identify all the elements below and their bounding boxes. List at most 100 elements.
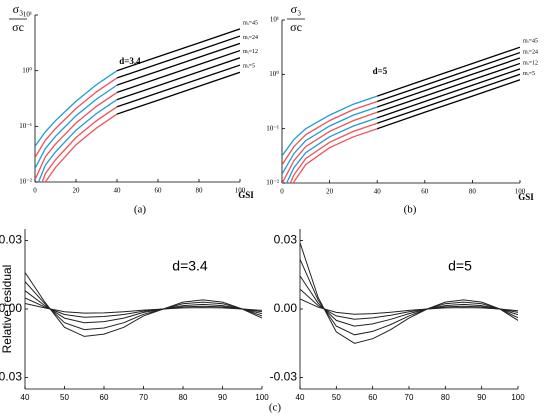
caption: (a) [134, 204, 147, 216]
y-tick-label: 10⁻¹ [266, 124, 279, 132]
series-line [376, 46, 520, 97]
x-tick-label: 90 [477, 393, 486, 402]
curve-label: mᵢ=45 [523, 39, 538, 45]
series-line [376, 62, 520, 113]
panel-title: d=5 [448, 258, 472, 274]
x-tick-label: 0 [33, 187, 37, 195]
x-tick-label: 70 [405, 393, 414, 402]
y-tick-label: 10⁰ [269, 70, 279, 78]
x-tick-label: 80 [196, 187, 204, 195]
plot-lines [25, 272, 262, 337]
series-line [300, 275, 518, 327]
x-tick-label: 80 [469, 188, 477, 196]
series-line [35, 70, 118, 147]
x-tick-label: 100 [255, 393, 269, 402]
x-tick-label: 60 [421, 188, 429, 196]
x-tick-label: 20 [73, 187, 81, 195]
y-tick-label: 10⁻¹ [19, 122, 32, 130]
series-line [25, 272, 262, 337]
caption: (c) [269, 402, 282, 414]
x-tick-label: 40 [21, 393, 30, 402]
y-label-denominator: σc [290, 20, 302, 34]
x-tick-label: 100 [515, 188, 526, 196]
series-line [116, 71, 240, 115]
series-line [25, 281, 262, 331]
x-tick-label: 40 [296, 393, 305, 402]
series-line [376, 51, 520, 103]
x-tick-label: 60 [155, 187, 163, 195]
y-tick-label: 10⁻² [266, 179, 279, 187]
series-line [300, 242, 518, 344]
series-line [116, 57, 240, 101]
series-line [116, 28, 240, 72]
curve-label: mᵢ=24 [523, 49, 538, 55]
plot-lines [300, 242, 518, 344]
curve-label: mᵢ=12 [243, 49, 258, 55]
y-axis-label: Relative residual [0, 265, 14, 354]
curve-label: mᵢ=5 [523, 71, 535, 77]
plot-lines [282, 46, 520, 183]
y-label-denominator: σc [12, 20, 24, 34]
curve-label: mᵢ=5 [243, 64, 255, 70]
x-tick-label: 70 [139, 393, 148, 402]
x-tick-label: 80 [441, 393, 450, 402]
series-line [300, 298, 518, 315]
caption: (b) [404, 204, 417, 216]
x-tick-label: 100 [235, 187, 246, 195]
series-line [25, 297, 262, 318]
series-line [282, 111, 378, 183]
series-line [285, 117, 378, 183]
curve-label: mᵢ=12 [523, 60, 538, 66]
series-line [282, 100, 378, 166]
x-tick-label: 60 [368, 393, 377, 402]
series-line [300, 288, 518, 320]
series-line [116, 64, 240, 108]
series-line [376, 68, 520, 119]
curve-label: mᵢ=45 [243, 20, 258, 26]
y-tick-label: 10⁻² [19, 178, 32, 186]
panel-title: d=5 [373, 66, 388, 76]
y-tick-label: 10¹ [270, 16, 279, 24]
series-line [376, 79, 520, 130]
series-line [25, 290, 262, 324]
series-line [289, 122, 378, 183]
curve-label: mᵢ=24 [243, 35, 258, 41]
series-line [116, 42, 240, 86]
y-tick-label: 0.00 [0, 301, 22, 315]
y-label-numerator: σ₃ [291, 2, 302, 16]
series-line [376, 73, 520, 124]
y-tick-label: -0.03 [0, 370, 22, 384]
series-line [35, 84, 118, 169]
x-tick-label: 40 [374, 188, 382, 196]
y-tick-label: 10⁰ [22, 66, 32, 74]
panel-title: d=3.4 [119, 56, 141, 66]
series-line [116, 35, 240, 79]
series-line [44, 113, 118, 182]
x-tick-label: 100 [511, 393, 525, 402]
panel-title: d=3.4 [172, 258, 208, 274]
x-tick-label: 40 [114, 187, 122, 195]
series-line [282, 95, 378, 157]
series-line [25, 303, 262, 314]
x-tick-label: 90 [218, 393, 227, 402]
x-tick-label: 50 [332, 393, 341, 402]
series-line [35, 91, 118, 180]
series-line [35, 77, 118, 158]
y-tick-label: 0.03 [274, 233, 298, 247]
x-tick-label: 20 [326, 188, 334, 196]
series-line [41, 106, 118, 182]
x-axis-label: GSI [518, 192, 534, 202]
x-tick-label: 80 [179, 393, 188, 402]
x-tick-label: 50 [60, 393, 69, 402]
x-axis-label: GSI [238, 190, 254, 200]
y-tick-label: 10¹ [23, 11, 32, 19]
y-tick-label: 0.03 [0, 233, 22, 247]
series-line [376, 57, 520, 108]
series-line [300, 258, 518, 336]
series-line [282, 106, 378, 175]
y-tick-label: -0.03 [270, 370, 298, 384]
series-line [116, 49, 240, 94]
y-tick-label: 0.00 [274, 301, 298, 315]
x-tick-label: 0 [280, 188, 284, 196]
